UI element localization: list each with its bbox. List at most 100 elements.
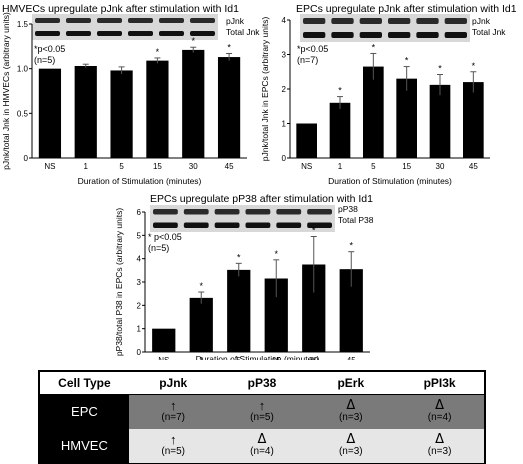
delta-icon: Δ [435, 432, 445, 447]
bar [339, 269, 363, 352]
blot-band [359, 18, 382, 24]
y-tick-label: 2 [137, 301, 142, 310]
table-cell: ↑ (n=5) [217, 394, 307, 429]
blot-label: pP38 [338, 204, 358, 214]
y-tick-label: 1.0 [17, 65, 29, 74]
blot-label: Total Jnk [472, 27, 506, 37]
x-tick-label: 30 [189, 162, 198, 171]
header-perk: pErk [306, 372, 396, 395]
n-value: (n=3) [338, 412, 363, 424]
bar [38, 68, 62, 158]
blot-band [35, 18, 60, 23]
y-tick-label: 0 [24, 154, 29, 163]
summary-table-header: Cell Type pJnk pP38 pErk pPI3k [40, 372, 484, 395]
blot-band [128, 31, 153, 36]
western-blot-image [300, 14, 470, 42]
significance-marker: * [227, 42, 231, 52]
header-pp38: pP38 [217, 372, 307, 395]
x-axis-label: Duration of Stimulation (minutes) [328, 176, 452, 186]
blot-band [359, 32, 382, 38]
blot-band [444, 32, 467, 38]
significance-marker: * [312, 226, 316, 236]
chart-panel-1: HMVECs upregulate pJnk after stimulation… [1, 3, 260, 186]
delta-icon: Δ [435, 398, 445, 414]
stat-annotation: (n=7) [297, 55, 318, 65]
significance-marker: * [156, 47, 160, 57]
blot-band [183, 209, 209, 215]
table-cell: ↑ (n=7) [128, 394, 218, 429]
table-cell: Δ (n=4) [217, 428, 307, 463]
bar [74, 65, 97, 158]
delta-icon: Δ [346, 398, 356, 414]
n-value: (n=4) [427, 412, 452, 424]
blot-band [159, 31, 184, 36]
stat-annotation: *p<0.05 [297, 44, 328, 54]
significance-marker: * [472, 61, 476, 71]
table-row: HMVEC ↑ (n=5) Δ (n=4) Δ (n=3) Δ (n=3) [40, 428, 484, 463]
n-value: (n=4) [250, 446, 274, 457]
y-tick-label: 0 [282, 154, 287, 163]
up-arrow-icon: ↑ [169, 432, 177, 447]
table-cell: Δ (n=3) [395, 428, 484, 463]
header-ppi3k: pPI3k [395, 372, 484, 395]
x-tick-label: NS [158, 356, 169, 360]
header-pjnk: pJnk [128, 372, 218, 395]
x-tick-label: 15 [402, 162, 411, 171]
blot-band [97, 31, 122, 36]
summary-table: Cell Type pJnk pP38 pErk pPI3k EPC ↑ (n=7… [40, 372, 484, 463]
blot-band [66, 31, 91, 36]
blot-band [190, 18, 215, 23]
blot-band [388, 32, 411, 38]
bar [329, 102, 351, 158]
significance-marker: * [372, 42, 376, 52]
n-value: (n=3) [338, 446, 363, 457]
x-tick-label: 5 [119, 162, 124, 171]
bar [110, 70, 133, 158]
bar [396, 78, 417, 158]
blot-band [307, 222, 332, 228]
y-tick-label: 1 [282, 120, 287, 129]
blot-band [35, 31, 60, 36]
delta-icon: Δ [346, 432, 356, 447]
stat-annotation: (n=5) [148, 243, 169, 253]
y-tick-label: 6 [137, 208, 142, 217]
bar [363, 66, 384, 158]
row-label-hmvec: HMVEC [40, 428, 129, 463]
x-tick-label: 15 [153, 162, 162, 171]
bar [146, 60, 169, 159]
blot-band [159, 18, 184, 23]
table-row: EPC ↑ (n=7) ↑ (n=5) Δ (n=3) Δ (n=4) [40, 394, 484, 429]
up-arrow-icon: ↑ [169, 398, 177, 414]
bar [264, 278, 288, 352]
x-tick-label: 45 [347, 356, 356, 360]
y-tick-label: 0.5 [17, 109, 29, 118]
blot-band [331, 32, 354, 38]
stat-annotation: (n=5) [34, 55, 55, 65]
chart-panel-2: EPCs upregulate pJnk after stimulation w… [260, 3, 517, 186]
blot-background [150, 205, 335, 232]
x-tick-label: 45 [225, 162, 234, 171]
x-tick-label: 45 [469, 162, 478, 171]
blot-label: pJnk [472, 16, 491, 26]
bar [302, 264, 326, 352]
blot-label: Total P38 [338, 215, 374, 225]
x-tick-label: 1 [338, 162, 343, 171]
significance-marker: * [237, 252, 241, 262]
significance-marker: * [338, 86, 342, 96]
bar [182, 49, 205, 159]
blot-band [245, 209, 271, 215]
significance-marker: * [438, 64, 442, 74]
bar [189, 297, 213, 352]
bar [296, 123, 317, 158]
blot-band [153, 209, 178, 215]
significance-marker: * [274, 249, 278, 259]
y-tick-label: 5 [137, 231, 142, 240]
blot-band [303, 18, 326, 24]
x-tick-label: NS [301, 162, 312, 171]
blot-background [32, 14, 218, 40]
y-tick-label: 3 [137, 278, 142, 287]
blot-band [276, 209, 302, 215]
blot-band [190, 31, 215, 36]
western-blot-image [32, 14, 218, 40]
significance-marker: * [405, 56, 409, 66]
